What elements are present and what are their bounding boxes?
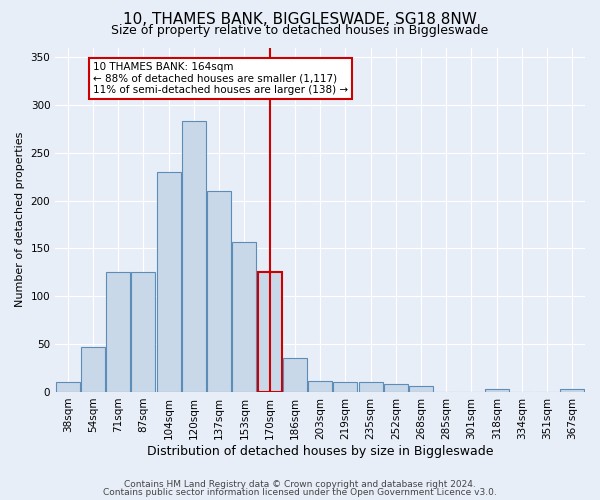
Bar: [56, 382, 80, 392]
Bar: [560, 389, 584, 392]
Bar: [131, 272, 155, 392]
Bar: [157, 172, 181, 392]
Bar: [81, 347, 105, 392]
Bar: [359, 382, 383, 392]
Bar: [106, 272, 130, 392]
Bar: [308, 382, 332, 392]
Bar: [207, 191, 231, 392]
Bar: [232, 242, 256, 392]
Bar: [334, 382, 357, 392]
Bar: [283, 358, 307, 392]
Text: Contains public sector information licensed under the Open Government Licence v3: Contains public sector information licen…: [103, 488, 497, 497]
Text: 10, THAMES BANK, BIGGLESWADE, SG18 8NW: 10, THAMES BANK, BIGGLESWADE, SG18 8NW: [123, 12, 477, 28]
Bar: [485, 389, 509, 392]
Bar: [257, 272, 281, 392]
X-axis label: Distribution of detached houses by size in Biggleswade: Distribution of detached houses by size …: [147, 444, 493, 458]
Text: Size of property relative to detached houses in Biggleswade: Size of property relative to detached ho…: [112, 24, 488, 37]
Y-axis label: Number of detached properties: Number of detached properties: [15, 132, 25, 308]
Text: Contains HM Land Registry data © Crown copyright and database right 2024.: Contains HM Land Registry data © Crown c…: [124, 480, 476, 489]
Text: 10 THAMES BANK: 164sqm
← 88% of detached houses are smaller (1,117)
11% of semi-: 10 THAMES BANK: 164sqm ← 88% of detached…: [93, 62, 348, 95]
Bar: [182, 121, 206, 392]
Bar: [409, 386, 433, 392]
Bar: [384, 384, 408, 392]
